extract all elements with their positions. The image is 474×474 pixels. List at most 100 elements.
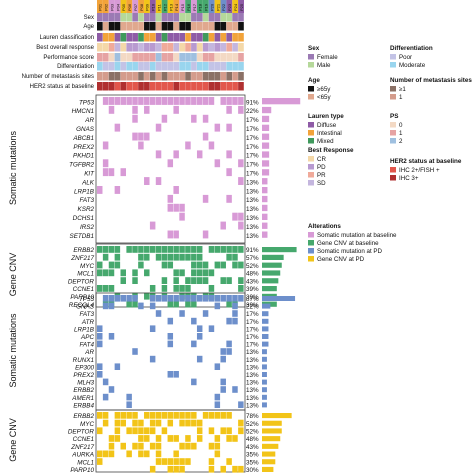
annotation-cell [179,62,185,71]
annotation-cell [102,22,109,31]
annotation-cell [202,43,209,52]
alteration-cell [173,269,179,277]
frequency-bar [262,364,267,370]
alteration-cell [108,295,115,302]
alteration-cell [161,253,168,261]
alteration-cell [179,269,185,277]
patient-id-cell [238,0,244,13]
gene-label: DEPTOR [68,278,95,285]
alteration-cell [144,450,150,458]
annotation-cell [144,62,150,71]
legend-swatch [308,240,314,246]
alteration-cell [238,105,244,114]
annotation-cell [114,62,121,71]
frequency-bar [262,318,269,324]
alteration-cell [173,285,179,292]
frequency-bar [262,311,269,317]
annotation-cell [149,43,156,52]
frequency-bar [262,443,279,449]
gene-label: IRS2 [80,224,94,231]
alteration-cell [220,378,226,386]
annotation-cell [238,43,244,52]
annotation-cell [155,22,162,31]
alteration-cell [97,412,103,419]
annotation-cell [220,72,227,81]
alteration-cell [155,123,162,132]
gene-label: MYC [80,421,94,428]
alteration-cell [167,435,174,442]
alteration-cell [202,114,209,123]
alteration-cell [167,317,174,325]
annotation-track-label: Age [83,24,94,30]
frequency-label: 17% [246,135,259,142]
annotation-cell [208,53,215,62]
legend-item-label: 1 [399,94,403,101]
alteration-cell [126,300,132,308]
alteration-cell [167,412,174,419]
annotation-cell [220,33,227,42]
alteration-cell [202,295,209,302]
alteration-cell [155,419,162,427]
legend-item-label: PD [317,164,326,171]
annotation-cell [167,22,174,31]
alteration-cell [102,246,109,253]
annotation-cell [161,33,168,42]
alteration-cell [155,450,162,458]
alteration-cell [126,412,132,419]
alteration-cell [114,427,121,435]
annotation-track-label: Differentiation [57,64,94,70]
gene-label: GNAS [76,304,95,311]
annotation-cell [161,82,168,91]
alteration-cell [114,363,121,370]
frequency-bar [262,334,269,339]
patient-id-cell [126,0,133,13]
alteration-cell [226,317,232,325]
annotation-cell [191,43,197,52]
alteration-cell [138,246,144,253]
alteration-cell [114,295,121,302]
alteration-cell [208,141,215,150]
alteration-cell [132,419,138,427]
alteration-cell [226,246,232,253]
patient-id-cell [114,0,121,13]
alteration-cell [191,277,197,284]
alteration-cell [102,295,109,302]
frequency-bar [262,169,270,176]
annotation-cell [155,53,162,62]
annotation-cell [126,33,133,42]
annotation-cell [149,72,156,81]
gene-label: ZNF217 [70,444,94,451]
legend-item-label: Intestinal [317,130,342,137]
annotation-cell [114,13,121,22]
alteration-cell [97,371,103,378]
alteration-cell [214,450,221,458]
alteration-cell [208,295,215,302]
annotation-cell [132,22,138,31]
annotation-cell [202,53,209,62]
alteration-cell [202,412,209,419]
gene-label: AR [84,117,94,124]
frequency-label: 13% [246,179,259,186]
alteration-cell [132,246,138,253]
frequency-label: 17% [246,319,259,326]
alteration-cell [220,97,226,105]
frequency-bar [262,195,268,203]
alteration-cell [167,203,174,212]
alteration-cell [167,458,174,465]
annotation-cell [97,82,103,91]
alteration-cell [108,435,115,442]
group-label: Gene CNV [8,253,18,297]
legend-swatch [308,122,314,128]
frequency-label: 39% [246,302,259,309]
alteration-cell [179,310,185,317]
alteration-cell [120,419,126,427]
alteration-cell [238,295,244,302]
frequency-label: 91% [246,247,259,254]
alteration-cell [120,269,126,277]
annotation-cell [185,33,191,42]
frequency-label: 17% [246,311,259,318]
legend-swatch [390,54,396,60]
alteration-cell [232,253,238,261]
alteration-cell [185,458,191,465]
alteration-cell [149,221,156,230]
